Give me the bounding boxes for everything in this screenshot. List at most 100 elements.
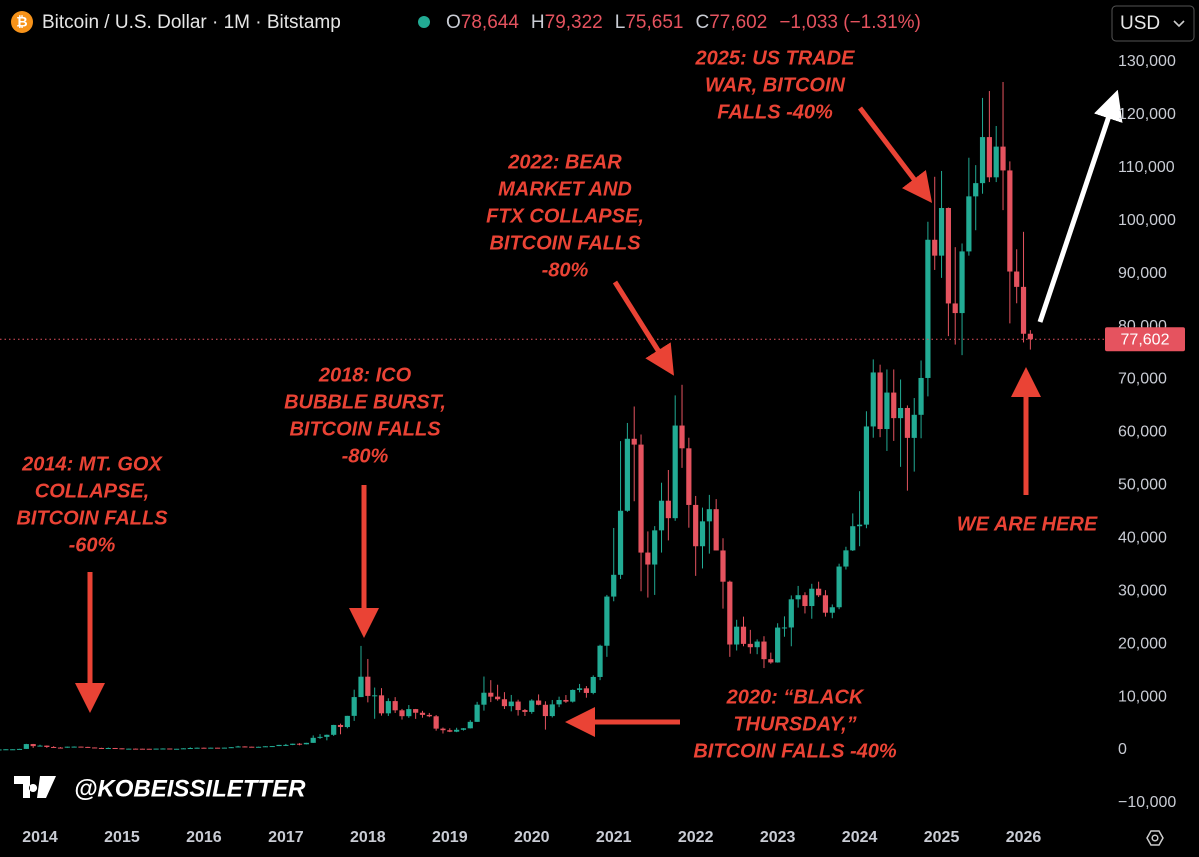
- candle-body: [535, 700, 542, 705]
- candle-body: [481, 692, 487, 705]
- candle-body: [699, 521, 706, 547]
- annotations: 2014: MT. GOX COLLAPSE, BITCOIN FALLS -60% 2…: [16, 47, 1097, 762]
- candle-body: [788, 599, 794, 628]
- candle-body: [1020, 286, 1027, 334]
- candle-body: [269, 746, 275, 748]
- candle-body: [255, 746, 262, 748]
- candle-body: [474, 704, 480, 722]
- candle-body: [563, 699, 569, 702]
- currency-box[interactable]: [1111, 5, 1195, 42]
- x-tick-label: 2020: [514, 829, 550, 846]
- candle-body: [863, 426, 870, 525]
- currency-button[interactable]: USD: [1111, 5, 1195, 42]
- candle-body: [23, 744, 29, 749]
- candle-body: [351, 697, 357, 716]
- candle-body: [139, 748, 146, 750]
- y-tick-label: 110,000: [1118, 159, 1175, 176]
- candle-body: [911, 414, 917, 438]
- y-tick-label: 130,000: [1118, 53, 1176, 70]
- candle-body: [262, 746, 268, 748]
- candle-body: [454, 729, 460, 732]
- candle-body: [775, 627, 781, 663]
- coin-icon: [11, 11, 33, 33]
- candle-body: [447, 730, 453, 732]
- candle-body: [754, 641, 760, 648]
- annotation-line: MARKET AND: [498, 178, 632, 200]
- settings-dot[interactable]: [1151, 834, 1159, 842]
- candle-body: [296, 743, 303, 745]
- ohlc-value: 79,322: [545, 12, 603, 33]
- candle-body: [706, 509, 712, 522]
- arrow: [858, 106, 933, 203]
- candle-body: [597, 645, 603, 677]
- candle-body: [426, 714, 432, 717]
- candle-body: [734, 626, 740, 645]
- candle-body: [44, 745, 50, 747]
- candle-body: [515, 701, 521, 711]
- candle-body: [665, 500, 671, 519]
- candle-body: [576, 688, 583, 690]
- annotation-line: COLLAPSE,: [35, 480, 149, 502]
- candle-body: [385, 701, 391, 714]
- candle-body: [228, 747, 234, 749]
- candle-body: [71, 746, 77, 748]
- ohlc-key: H: [531, 12, 545, 33]
- ohlc-value: 75,651: [625, 12, 683, 33]
- header-line: Bitcoin / U.S. Dollar · 1M · Bitstamp: [42, 12, 341, 33]
- candle-body: [112, 748, 118, 750]
- candle-body: [822, 595, 829, 613]
- candle-body: [720, 550, 726, 582]
- annotation-line: WE ARE HERE: [957, 513, 1098, 535]
- candle-body: [0, 749, 2, 751]
- candle-body: [460, 728, 467, 730]
- candle-body: [795, 595, 801, 600]
- candle-body: [413, 709, 419, 713]
- x-tick-label: 2017: [268, 829, 304, 846]
- annotation-line: 2020: “BLACK: [726, 686, 865, 708]
- currency-label[interactable]: USD: [1120, 13, 1160, 34]
- candle-body: [836, 566, 842, 608]
- candle-body: [180, 748, 187, 750]
- y-tick-label: 50,000: [1118, 477, 1167, 494]
- annotation-line: BITCOIN FALLS: [16, 507, 168, 529]
- candle-body: [904, 407, 911, 438]
- x-tick-label: 2023: [760, 829, 796, 846]
- annotation-line: 2014: MT. GOX: [21, 453, 163, 475]
- candle-body: [242, 746, 248, 748]
- candle-body: [829, 607, 835, 613]
- candle-body: [194, 747, 200, 749]
- candle-body: [604, 596, 610, 646]
- candle-body: [611, 574, 617, 597]
- candle-body: [713, 509, 719, 551]
- annotation-line: 2025: US TRADE: [695, 47, 856, 69]
- candle-body: [126, 748, 132, 750]
- symbol-title: Bitcoin / U.S. Dollar · 1M · Bitstamp: [42, 12, 341, 33]
- candle-body: [781, 627, 788, 629]
- annotation-line: FTX COLLAPSE,: [486, 205, 644, 227]
- settings-icon[interactable]: [1146, 830, 1164, 846]
- coin-symbol: ₿: [16, 14, 27, 30]
- candle-body: [119, 748, 125, 750]
- candle-body: [638, 444, 644, 553]
- candle-body: [938, 208, 945, 256]
- y-tick-label: 0: [1118, 741, 1127, 758]
- settings-hex[interactable]: [1146, 830, 1164, 846]
- y-tick-label: 90,000: [1118, 265, 1167, 282]
- arrows: [75, 89, 1123, 737]
- candle-body: [85, 746, 91, 748]
- annotation-line: 2022: BEAR: [507, 151, 622, 173]
- y-tick-label: 60,000: [1118, 424, 1167, 441]
- candle-body: [979, 137, 986, 184]
- candle-body: [857, 524, 863, 527]
- candle-body: [344, 715, 350, 728]
- candle-body: [843, 550, 849, 567]
- candle-body: [945, 208, 951, 304]
- annotation-line: -80%: [542, 259, 589, 281]
- candle-body: [133, 748, 139, 750]
- annotation-line: THURSDAY,”: [733, 713, 856, 735]
- candle-body: [522, 710, 528, 712]
- candle-body: [658, 500, 665, 531]
- candle-body: [952, 303, 958, 314]
